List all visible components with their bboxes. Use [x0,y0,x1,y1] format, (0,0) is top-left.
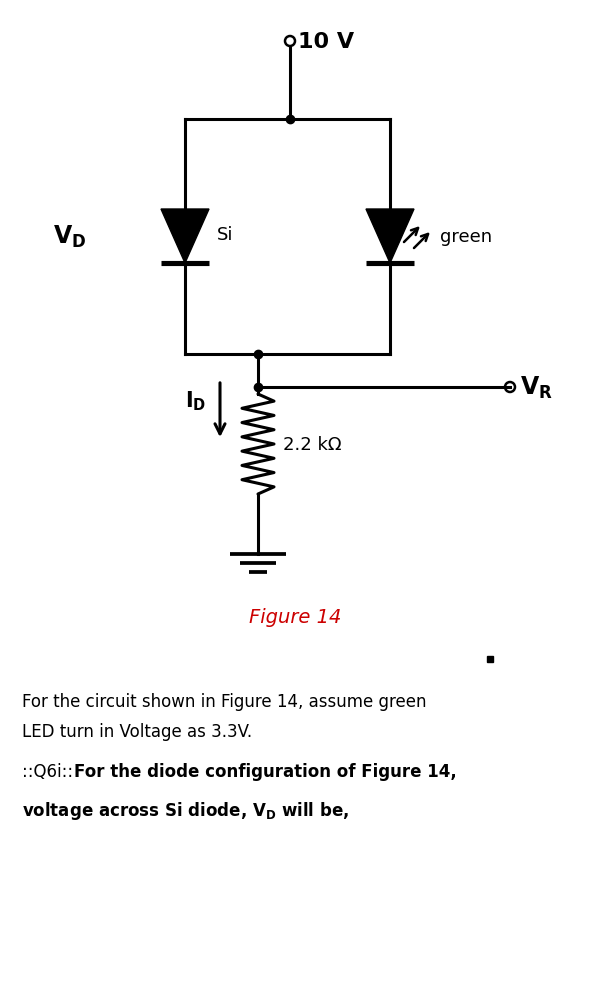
Text: $\mathbf{I_D}$: $\mathbf{I_D}$ [185,388,206,412]
Text: voltage across Si diode, V$_\mathregular{D}$ will be,: voltage across Si diode, V$_\mathregular… [22,800,349,821]
Text: Si: Si [217,226,234,244]
Text: LED turn in Voltage as 3.3V.: LED turn in Voltage as 3.3V. [22,723,252,740]
Text: $\mathbf{V_D}$: $\mathbf{V_D}$ [53,224,87,249]
Polygon shape [161,210,209,263]
Text: For the circuit shown in Figure 14, assume green: For the circuit shown in Figure 14, assu… [22,692,427,710]
Text: $\mathbf{V_R}$: $\mathbf{V_R}$ [520,375,553,400]
Polygon shape [366,210,414,263]
Text: Figure 14: Figure 14 [249,608,341,627]
Text: For the diode configuration of Figure 14,: For the diode configuration of Figure 14… [74,762,457,780]
Text: 10 V: 10 V [298,32,354,52]
Text: green: green [440,228,492,246]
Text: 2.2 kΩ: 2.2 kΩ [283,436,342,454]
Text: ::Q6i::: ::Q6i:: [22,762,78,780]
